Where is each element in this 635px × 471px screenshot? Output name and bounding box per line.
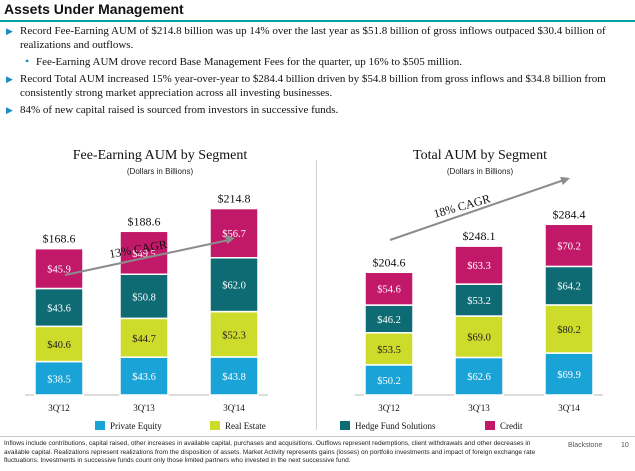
legend-swatch [210, 421, 220, 430]
bar-segment-credit [454, 245, 504, 285]
brand-name: Blackstone [568, 442, 603, 449]
title-bar: Assets Under Management [0, 0, 635, 22]
total-label: $284.4 [553, 207, 586, 221]
bar-segment-private-equity [364, 364, 414, 396]
legend-label: Private Equity [110, 421, 162, 431]
legend-label: Real Estate [225, 421, 266, 431]
bullet-item: ▶ Record Total AUM increased 15% year-ov… [6, 72, 631, 100]
data-label: $54.6 [377, 285, 401, 296]
data-label: $80.2 [557, 325, 581, 336]
sub-bullet-item: • Fee-Earning AUM drove record Base Mana… [6, 54, 631, 69]
bar-segment-hedge-fund-solutions [209, 257, 259, 313]
legend-swatch [485, 421, 495, 430]
bar-segment-real-estate [34, 325, 84, 363]
data-label: $62.0 [222, 281, 246, 292]
bar-segment-private-equity [209, 356, 259, 396]
chart-subtitle-total: (Dollars in Billions) [446, 167, 514, 176]
data-label: $40.6 [47, 340, 71, 351]
category-tick-label: 3Q'14 [558, 403, 580, 413]
cagr-annotation: 18% CAGR [432, 191, 492, 221]
data-label: $69.0 [467, 333, 491, 344]
triangle-bullet-icon: ▶ [6, 74, 13, 84]
bar-segment-credit [119, 230, 169, 276]
bar-segment-credit [364, 271, 414, 306]
data-label: $62.6 [467, 372, 491, 383]
category-tick-label: 3Q'12 [48, 403, 70, 413]
data-label: $50.2 [377, 376, 401, 387]
data-label: $49.5 [132, 249, 156, 260]
footnote: Inflows include contributions, capital r… [4, 440, 536, 464]
legend-swatch [95, 421, 105, 430]
page-title: Assets Under Management [4, 1, 184, 17]
category-tick-label: 3Q'14 [223, 403, 245, 413]
dot-bullet-icon: • [25, 54, 30, 68]
bar-segment-hedge-fund-solutions [119, 273, 169, 320]
bullet-text: 84% of new capital raised is sourced fro… [20, 104, 339, 116]
bullet-item: ▶ 84% of new capital raised is sourced f… [6, 103, 631, 117]
footer-divider [0, 436, 635, 437]
data-label: $70.2 [557, 241, 581, 252]
total-label: $214.8 [218, 192, 251, 206]
cagr-arrow [64, 239, 230, 276]
page-number: 10 [621, 442, 629, 449]
cagr-arrowhead-icon [225, 235, 235, 245]
bar-segment-real-estate [364, 332, 414, 366]
data-label: $69.9 [557, 370, 581, 381]
category-tick-label: 3Q'13 [468, 403, 490, 413]
cagr-arrow [389, 179, 565, 241]
chart-title-total: Total AUM by Segment [413, 148, 547, 163]
data-label: $63.3 [467, 261, 491, 272]
bullet-text: Fee-Earning AUM drove record Base Manage… [36, 56, 463, 68]
category-tick-label: 3Q'12 [378, 403, 400, 413]
data-label: $46.2 [377, 315, 401, 326]
chart-title-fee-earning: Fee-Earning AUM by Segment [72, 148, 248, 163]
bar-segment-private-equity [544, 352, 594, 396]
bar-segment-credit [34, 247, 84, 290]
data-label: $52.3 [222, 330, 246, 341]
legend-label: Credit [500, 421, 523, 431]
data-label: $43.8 [222, 372, 246, 383]
bar-segment-private-equity [454, 356, 504, 396]
bullet-text: Record Total AUM increased 15% year-over… [20, 73, 606, 99]
data-label: $38.5 [47, 374, 71, 385]
data-label: $64.2 [557, 282, 581, 293]
data-label: $45.9 [47, 265, 71, 276]
data-label: $53.2 [467, 296, 491, 307]
total-label: $204.6 [373, 255, 406, 269]
data-label: $43.6 [132, 372, 156, 383]
chart-subtitle-fee-earning: (Dollars in Billions) [126, 167, 194, 176]
legend-swatch [340, 421, 350, 430]
bar-segment-hedge-fund-solutions [34, 287, 84, 328]
bar-segment-private-equity [34, 360, 84, 396]
data-label: $43.6 [47, 303, 71, 314]
data-label: $53.5 [377, 345, 401, 356]
total-label: $188.6 [128, 214, 161, 228]
bar-segment-private-equity [119, 356, 169, 396]
data-label: $44.7 [132, 334, 156, 345]
triangle-bullet-icon: ▶ [6, 105, 13, 115]
cagr-arrowhead-icon [560, 176, 570, 186]
category-tick-label: 3Q'13 [133, 403, 155, 413]
data-label: $56.7 [222, 229, 246, 240]
bullet-item: ▶ Record Fee-Earning AUM of $214.8 billi… [6, 24, 631, 52]
bullet-text: Record Fee-Earning AUM of $214.8 billion… [20, 25, 606, 51]
bar-segment-credit [209, 207, 259, 259]
legend-label: Hedge Fund Solutions [355, 421, 436, 431]
bar-segment-hedge-fund-solutions [364, 304, 414, 334]
total-label: $248.1 [463, 229, 496, 243]
bullet-list: ▶ Record Fee-Earning AUM of $214.8 billi… [6, 24, 631, 120]
bar-segment-credit [544, 223, 594, 268]
triangle-bullet-icon: ▶ [6, 26, 13, 36]
data-label: $50.8 [132, 292, 156, 303]
total-label: $168.6 [43, 232, 76, 246]
bar-segment-hedge-fund-solutions [544, 265, 594, 306]
bar-segment-real-estate [209, 310, 259, 358]
panel-divider [316, 160, 317, 430]
